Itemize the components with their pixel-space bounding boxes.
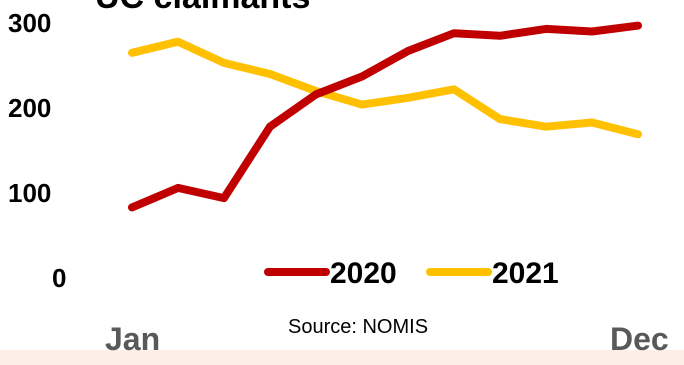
y-tick-300: 300 [8, 8, 51, 38]
series-line-2020 [128, 21, 642, 212]
legend-label-2021: 2021 [492, 257, 559, 290]
series-layer [128, 21, 642, 212]
y-tick-100: 100 [8, 178, 51, 208]
source-note: Source: NOMIS [288, 316, 428, 338]
x-label-jan: Jan [105, 321, 160, 357]
footer-band [0, 350, 684, 365]
y-tick-0: 0 [52, 263, 66, 293]
series-line-2021 [128, 37, 642, 139]
chart-title: UC claimants [95, 0, 310, 16]
legend-label-2020: 2020 [330, 257, 397, 290]
y-tick-200: 200 [8, 93, 51, 123]
x-label-dec: Dec [610, 321, 669, 357]
